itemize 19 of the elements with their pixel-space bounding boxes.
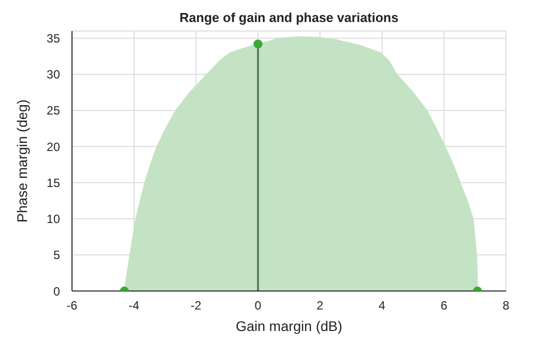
x-tick-label: 0 xyxy=(254,298,262,313)
x-tick-label: 2 xyxy=(316,298,324,313)
y-tick-label: 20 xyxy=(46,140,60,154)
y-tick-label: 15 xyxy=(46,176,60,190)
x-tick-label: -2 xyxy=(190,298,202,313)
x-tick-label: 6 xyxy=(440,298,448,313)
y-tick-label: 30 xyxy=(46,68,60,82)
y-tick-label: 35 xyxy=(46,31,60,46)
y-tick-label: 25 xyxy=(46,104,60,118)
x-tick-label: 4 xyxy=(378,298,386,313)
y-tick-label: 5 xyxy=(53,248,60,262)
x-tick-label: 8 xyxy=(502,298,510,313)
x-axis-title: Gain margin (dB) xyxy=(236,318,342,334)
y-tick-label: 10 xyxy=(46,212,60,226)
x-tick-label: -6 xyxy=(66,298,78,313)
x-tick-label: -4 xyxy=(128,298,140,313)
y-axis-title: Phase margin (deg) xyxy=(14,100,30,222)
chart-title: Range of gain and phase variations xyxy=(178,10,400,25)
y-tick-label: 0 xyxy=(53,284,60,298)
